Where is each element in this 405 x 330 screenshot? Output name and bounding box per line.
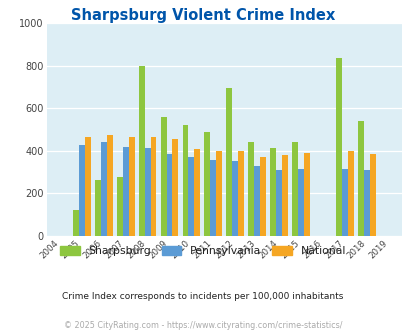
Bar: [238, 151, 243, 236]
Bar: [357, 121, 363, 236]
Bar: [363, 170, 369, 236]
Bar: [166, 154, 172, 236]
Bar: [335, 58, 341, 236]
Bar: [139, 66, 144, 236]
Bar: [107, 135, 112, 236]
Bar: [270, 148, 275, 236]
Bar: [122, 147, 128, 236]
Bar: [275, 170, 281, 236]
Bar: [182, 125, 188, 236]
Bar: [210, 160, 216, 236]
Bar: [79, 146, 85, 236]
Bar: [292, 142, 297, 236]
Bar: [95, 180, 100, 236]
Bar: [73, 211, 79, 236]
Bar: [150, 137, 156, 236]
Bar: [117, 178, 122, 236]
Bar: [226, 88, 232, 236]
Bar: [232, 161, 238, 236]
Bar: [194, 149, 200, 236]
Bar: [281, 155, 287, 236]
Bar: [188, 157, 194, 236]
Legend: Sharpsburg, Pennsylvania, National: Sharpsburg, Pennsylvania, National: [56, 241, 349, 260]
Bar: [204, 132, 210, 236]
Bar: [254, 166, 260, 236]
Bar: [128, 137, 134, 236]
Bar: [172, 139, 178, 236]
Bar: [216, 151, 222, 236]
Bar: [248, 142, 254, 236]
Bar: [144, 148, 150, 236]
Bar: [341, 169, 347, 236]
Bar: [260, 157, 265, 236]
Bar: [369, 154, 375, 236]
Text: Sharpsburg Violent Crime Index: Sharpsburg Violent Crime Index: [71, 8, 334, 23]
Bar: [347, 151, 353, 236]
Text: © 2025 CityRating.com - https://www.cityrating.com/crime-statistics/: © 2025 CityRating.com - https://www.city…: [64, 321, 341, 330]
Bar: [297, 169, 303, 236]
Bar: [85, 137, 90, 236]
Bar: [303, 152, 309, 236]
Bar: [160, 117, 166, 236]
Bar: [100, 142, 107, 236]
Text: Crime Index corresponds to incidents per 100,000 inhabitants: Crime Index corresponds to incidents per…: [62, 292, 343, 301]
